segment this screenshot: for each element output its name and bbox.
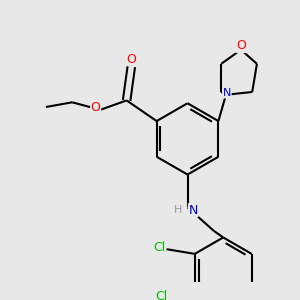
Text: O: O xyxy=(236,40,246,52)
Text: O: O xyxy=(126,52,136,66)
Text: O: O xyxy=(91,101,100,114)
Text: H: H xyxy=(174,205,182,215)
Text: N: N xyxy=(188,204,198,217)
Text: Cl: Cl xyxy=(155,290,167,300)
Text: Cl: Cl xyxy=(153,241,165,254)
Text: N: N xyxy=(223,88,231,98)
